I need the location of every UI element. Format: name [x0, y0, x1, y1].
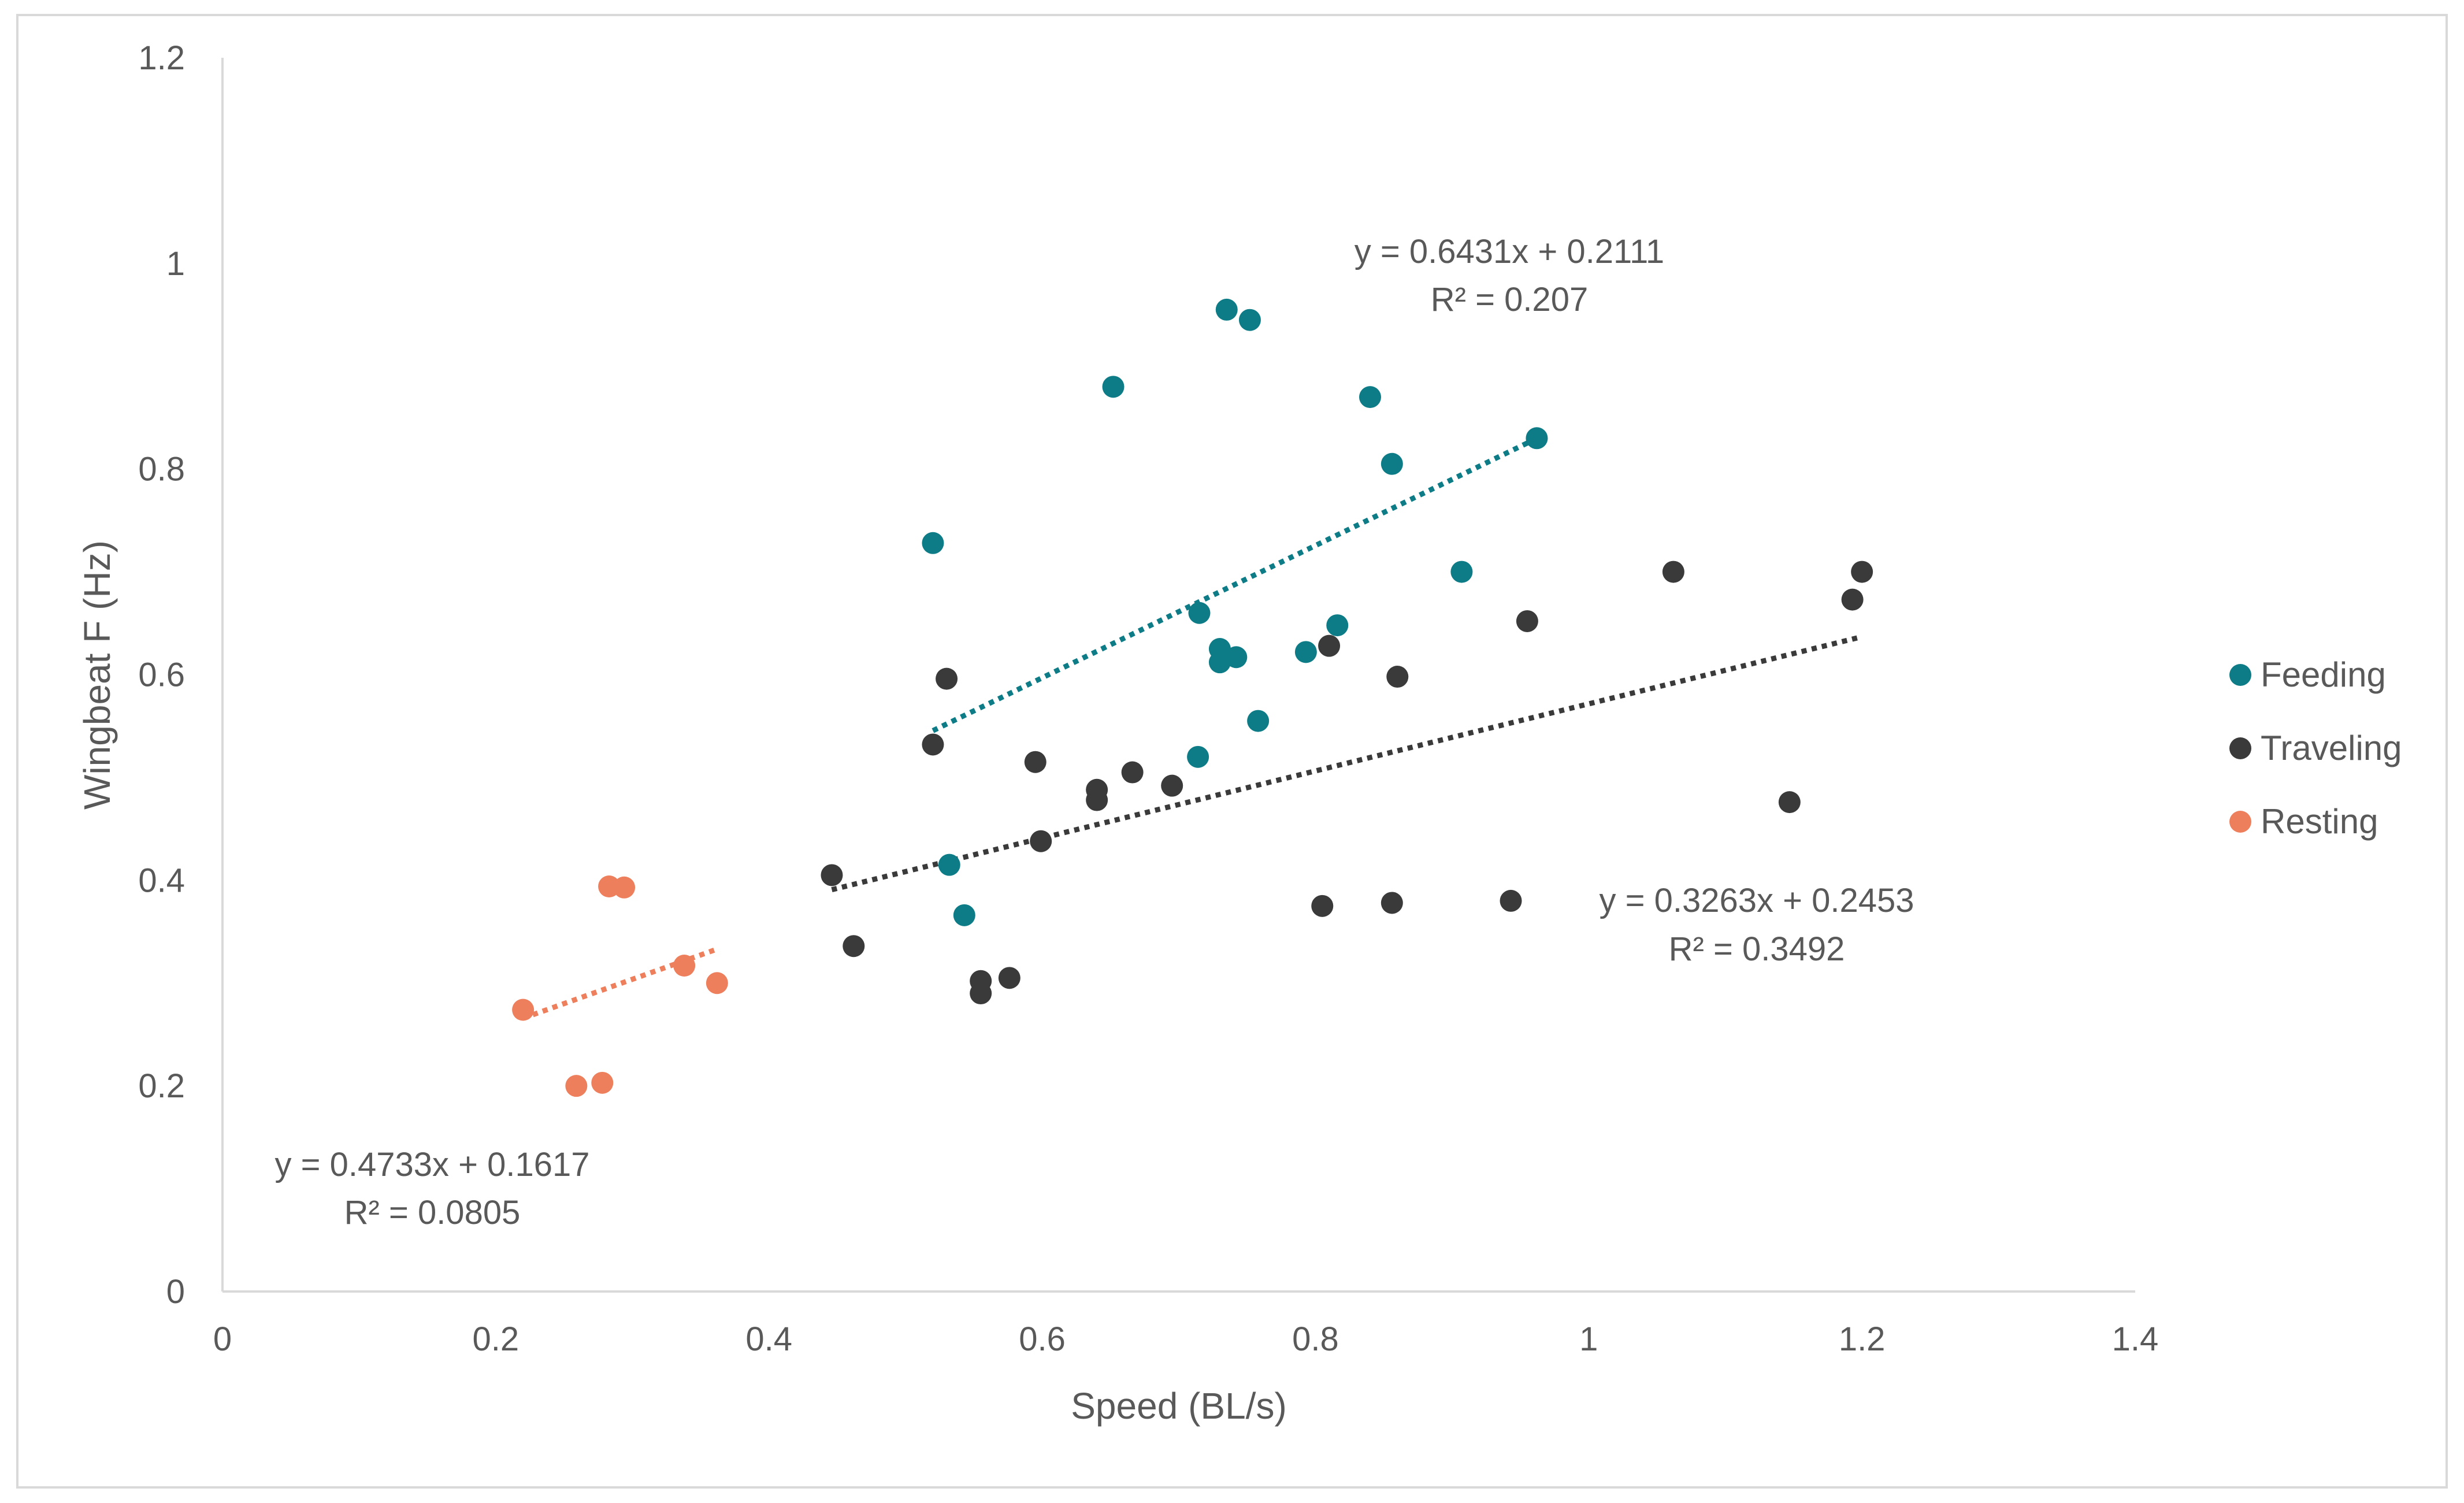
data-points — [512, 298, 1873, 1097]
legend-label-feeding: Feeding — [2261, 655, 2386, 694]
traveling-data-point — [1662, 561, 1684, 583]
feeding-data-point — [1381, 452, 1403, 475]
traveling-data-point — [821, 864, 843, 886]
legend-item-traveling: Traveling — [2229, 729, 2402, 767]
traveling-data-point — [1161, 774, 1183, 797]
feeding-data-point — [1526, 427, 1548, 450]
traveling-data-point — [1024, 751, 1047, 773]
traveling-data-point — [843, 935, 865, 958]
resting-data-point — [512, 999, 535, 1021]
feeding-data-point — [1215, 298, 1238, 321]
traveling-data-point — [998, 967, 1021, 989]
legend-label-resting: Resting — [2261, 802, 2378, 841]
feeding-data-point — [1102, 376, 1125, 398]
resting-data-point — [613, 876, 636, 899]
y-tick-label: 1.2 — [138, 39, 185, 77]
traveling-equation-label: y = 0.3263x + 0.2453 — [1600, 882, 1914, 919]
traveling-data-point — [1500, 889, 1522, 912]
x-tick-label: 1.2 — [1839, 1320, 1886, 1358]
traveling-data-point — [1386, 666, 1409, 688]
feeding-data-point — [1188, 602, 1211, 624]
legend-item-resting: Resting — [2229, 802, 2378, 841]
traveling-data-point — [1121, 761, 1144, 784]
resting-data-point — [706, 972, 728, 994]
x-tick-label: 0 — [213, 1320, 232, 1358]
y-tick-label: 0.2 — [138, 1067, 185, 1105]
feeding-data-point — [1326, 614, 1349, 637]
legend-marker-traveling — [2229, 737, 2251, 759]
x-tick-label: 1 — [1579, 1320, 1598, 1358]
traveling-data-point — [1841, 588, 1864, 611]
feeding-data-point — [938, 853, 960, 876]
feeding-data-point — [953, 904, 975, 926]
feeding-data-point — [1238, 309, 1261, 331]
resting-data-point — [565, 1075, 588, 1097]
feeding-trendline — [932, 436, 1538, 733]
traveling-data-point — [970, 982, 992, 1005]
y-tick-label: 0 — [166, 1273, 185, 1311]
traveling-trendline — [831, 634, 1863, 893]
traveling-data-point — [1851, 561, 1873, 583]
y-tick-label: 1 — [166, 245, 185, 283]
feeding-data-point — [1247, 710, 1270, 732]
resting-data-point — [591, 1071, 614, 1094]
traveling-data-point — [1318, 634, 1341, 657]
traveling-r2-label: R² = 0.3492 — [1669, 930, 1845, 968]
x-tick-labels: 0 0.2 0.4 0.6 0.8 1 1.2 1.4 — [213, 1320, 2158, 1358]
traveling-data-point — [1311, 895, 1334, 917]
resting-r2-label: R² = 0.0805 — [344, 1194, 521, 1231]
y-axis-title: Wingbeat F (Hz) — [76, 540, 118, 810]
traveling-data-point — [922, 733, 944, 756]
traveling-data-point — [936, 667, 958, 690]
y-tick-label: 0.8 — [138, 451, 185, 488]
legend-item-feeding: Feeding — [2229, 655, 2386, 694]
feeding-data-point — [1359, 386, 1381, 409]
legend: Feeding Traveling Resting — [2229, 655, 2402, 841]
feeding-data-point — [1225, 646, 1248, 669]
legend-marker-resting — [2229, 811, 2251, 833]
traveling-data-point — [1030, 830, 1052, 852]
resting-data-point — [673, 955, 696, 977]
x-tick-label: 0.2 — [473, 1320, 519, 1358]
traveling-data-point — [1381, 892, 1403, 914]
feeding-data-point — [1187, 745, 1209, 768]
x-tick-label: 0.4 — [745, 1320, 792, 1358]
traveling-data-point — [1516, 610, 1538, 632]
x-tick-label: 1.4 — [2112, 1320, 2159, 1358]
feeding-data-point — [1294, 641, 1317, 663]
chart-frame — [16, 14, 2448, 1489]
y-tick-label: 0.4 — [138, 862, 185, 899]
legend-marker-feeding — [2229, 664, 2251, 686]
x-tick-label: 0.8 — [1292, 1320, 1339, 1358]
feeding-equation-label: y = 0.6431x + 0.2111 — [1355, 233, 1664, 270]
traveling-data-point — [1778, 791, 1801, 814]
legend-label-traveling: Traveling — [2261, 729, 2402, 767]
y-tick-label: 0.6 — [138, 656, 185, 694]
resting-equation-label: y = 0.4733x + 0.1617 — [275, 1146, 590, 1183]
feeding-r2-label: R² = 0.207 — [1431, 281, 1588, 318]
feeding-data-point — [922, 532, 944, 554]
x-axis-title: Speed (BL/s) — [1071, 1385, 1287, 1427]
traveling-data-point — [1086, 778, 1108, 801]
feeding-data-point — [1450, 561, 1473, 583]
x-tick-label: 0.6 — [1019, 1320, 1066, 1358]
y-tick-labels: 0 0.2 0.4 0.6 0.8 1 1.2 — [138, 39, 185, 1311]
trendlines — [522, 436, 1863, 1021]
